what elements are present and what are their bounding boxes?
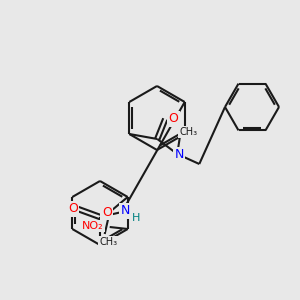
Text: CH₃: CH₃ [179, 127, 197, 137]
Text: H: H [132, 213, 140, 223]
Text: N: N [175, 148, 184, 161]
Text: NO₂: NO₂ [82, 221, 104, 231]
Text: O: O [168, 112, 178, 125]
Text: O: O [68, 202, 78, 215]
Text: N: N [120, 205, 130, 218]
Text: O: O [102, 206, 112, 218]
Text: CH₃: CH₃ [100, 237, 118, 247]
